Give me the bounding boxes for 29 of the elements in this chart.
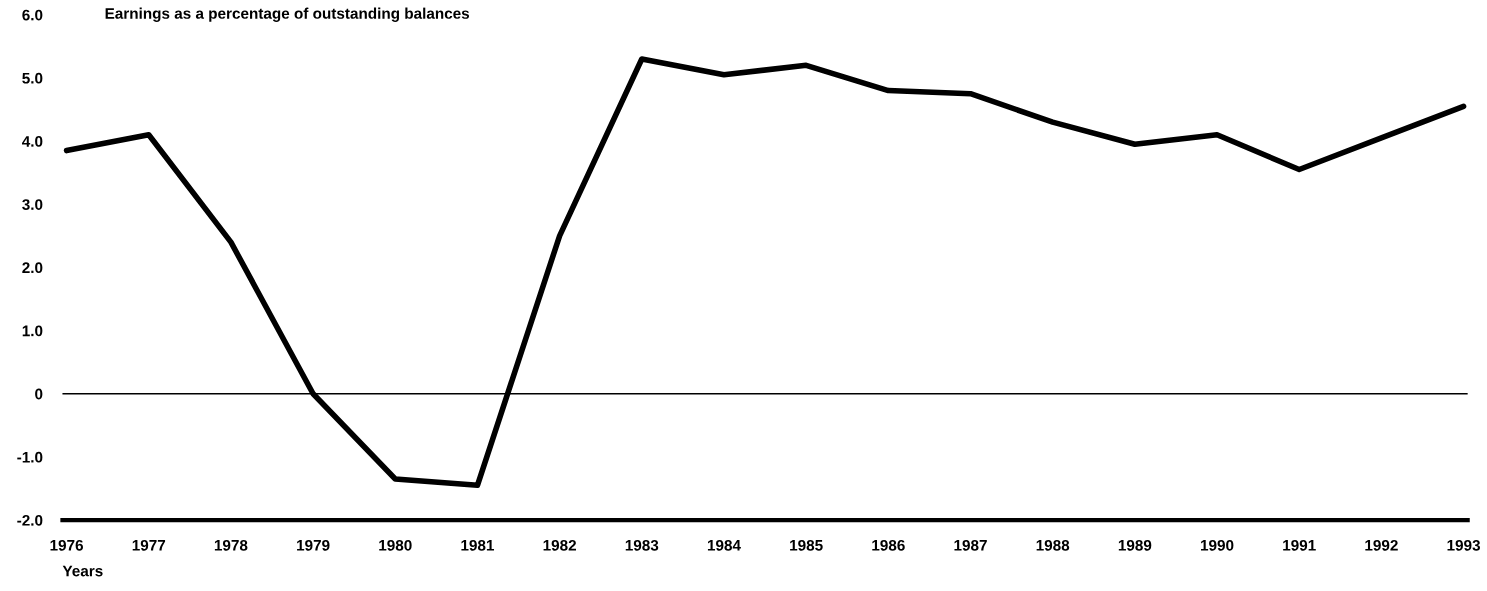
x-tick-label: 1977 [132,539,166,551]
y-tick-label: -2.0 [17,514,43,526]
y-tick-label: 2.0 [22,262,43,274]
y-tick-label: 1.0 [22,325,43,337]
x-tick-label: 1983 [625,539,659,551]
x-tick-label: 1979 [297,539,330,551]
x-tick-label: 1991 [1283,539,1316,551]
x-tick-label: 1976 [50,539,84,551]
chart-title: Earnings as a percentage of outstanding balances [105,7,470,22]
x-tick-label: 1989 [1118,539,1152,551]
x-tick-label: 1988 [1036,539,1070,551]
x-tick-label: 1993 [1447,539,1480,551]
y-tick-label: 3.0 [22,199,43,210]
x-tick-label: 1986 [872,539,905,551]
x-axis-title: Years [62,565,103,577]
y-tick-label: -1.0 [17,451,43,463]
x-tick-label: 1985 [790,539,823,551]
y-tick-label: 6.0 [22,9,43,21]
y-tick-label: 0 [35,388,43,400]
y-tick-label: 4.0 [22,135,43,147]
x-tick-label: 1978 [214,539,248,551]
x-tick-label: 1992 [1365,539,1398,551]
x-tick-label: 1990 [1201,539,1234,551]
y-tick-label: 5.0 [22,72,43,84]
x-tick-label: 1982 [543,539,576,551]
x-tick-label: 1981 [461,539,495,551]
x-tick-label: 1987 [954,539,987,551]
x-tick-label: 1980 [379,539,412,551]
x-tick-label: 1984 [707,539,741,551]
